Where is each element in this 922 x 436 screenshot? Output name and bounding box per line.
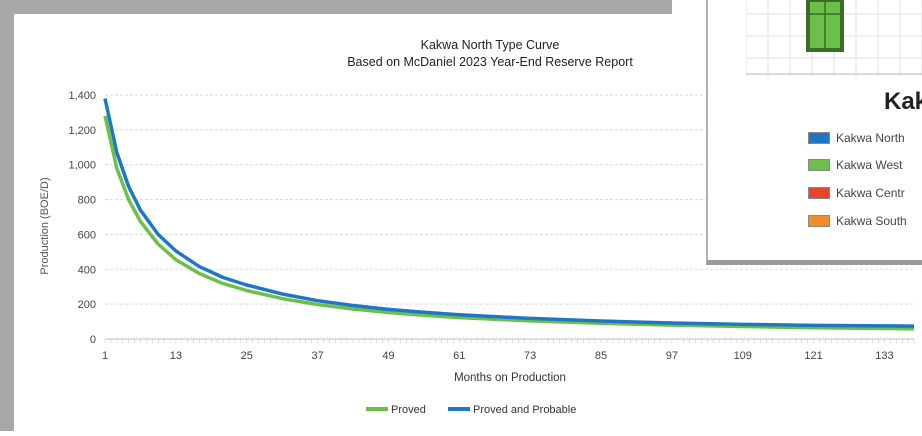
x-tick-label: 13 <box>170 350 182 362</box>
x-tick-label: 85 <box>595 350 607 362</box>
y-tick-label: 200 <box>78 299 96 311</box>
y-tick-label: 1,000 <box>68 160 96 172</box>
y-tick-label: 0 <box>90 334 96 346</box>
type-curve-chart: 0 200 400 600 800 1,000 1,200 1,400 1 13 25 37 49 61… <box>39 38 915 416</box>
inset-legend-item-west: Kakwa West <box>808 158 902 172</box>
x-tick-label: 49 <box>382 350 394 362</box>
inset-legend-item-central: Kakwa Centr <box>808 186 905 200</box>
chart-legend: Proved Proved and Probable <box>366 404 576 416</box>
inset-legend-label: Kakwa Centr <box>836 186 905 200</box>
y-tick-label: 1,200 <box>68 125 96 137</box>
series-line-proved <box>103 115 915 331</box>
chart-title: Kakwa North Type Curve <box>421 38 560 52</box>
x-tick-label: 73 <box>524 350 536 362</box>
inset-legend-label: Kakwa North <box>836 131 905 145</box>
swatch-kakwa-central <box>808 187 830 199</box>
x-tick-label: 133 <box>875 350 893 362</box>
inset-title: Kak <box>884 88 922 115</box>
x-axis-label: Months on Production <box>454 372 566 384</box>
swatch-kakwa-west <box>808 159 830 171</box>
x-axis: 1 13 25 37 49 61 73 85 97 109 121 133 <box>102 338 915 362</box>
frame-left-border <box>0 0 14 431</box>
inset-legend-item-south: Kakwa South <box>808 214 907 228</box>
inset-map-panel: Kak Kakwa North Kakwa West Kakwa Centr K… <box>706 0 922 265</box>
x-tick-label: 121 <box>804 350 822 362</box>
y-tick-label: 1,400 <box>68 90 96 102</box>
y-tick-label: 400 <box>78 264 96 276</box>
swatch-kakwa-south <box>808 215 830 227</box>
y-axis-label: Production (BOE/D) <box>39 177 51 274</box>
y-tick-label: 600 <box>78 229 96 241</box>
y-axis-ticks: 0 200 400 600 800 1,000 1,200 1,400 <box>68 90 96 346</box>
legend-label: Proved <box>391 404 426 416</box>
x-tick-label: 25 <box>241 350 253 362</box>
x-tick-label: 109 <box>734 350 752 362</box>
y-tick-label: 800 <box>78 195 96 207</box>
x-tick-label: 37 <box>311 350 323 362</box>
chart-subtitle: Based on McDaniel 2023 Year-End Reserve … <box>347 55 633 69</box>
x-tick-label: 1 <box>102 350 108 362</box>
x-tick-label: 97 <box>666 350 678 362</box>
inset-legend-label: Kakwa West <box>836 158 903 172</box>
series-lines <box>103 98 915 331</box>
swatch-kakwa-north <box>808 132 830 144</box>
legend-label: Proved and Probable <box>473 404 576 416</box>
inset-legend-item-north: Kakwa North <box>808 131 905 145</box>
x-tick-label: 61 <box>453 350 465 362</box>
series-line-proved-and-probable <box>103 98 915 328</box>
inset-map <box>746 0 922 76</box>
frame-top-border <box>0 0 672 14</box>
inset-legend-label: Kakwa South <box>836 214 907 228</box>
